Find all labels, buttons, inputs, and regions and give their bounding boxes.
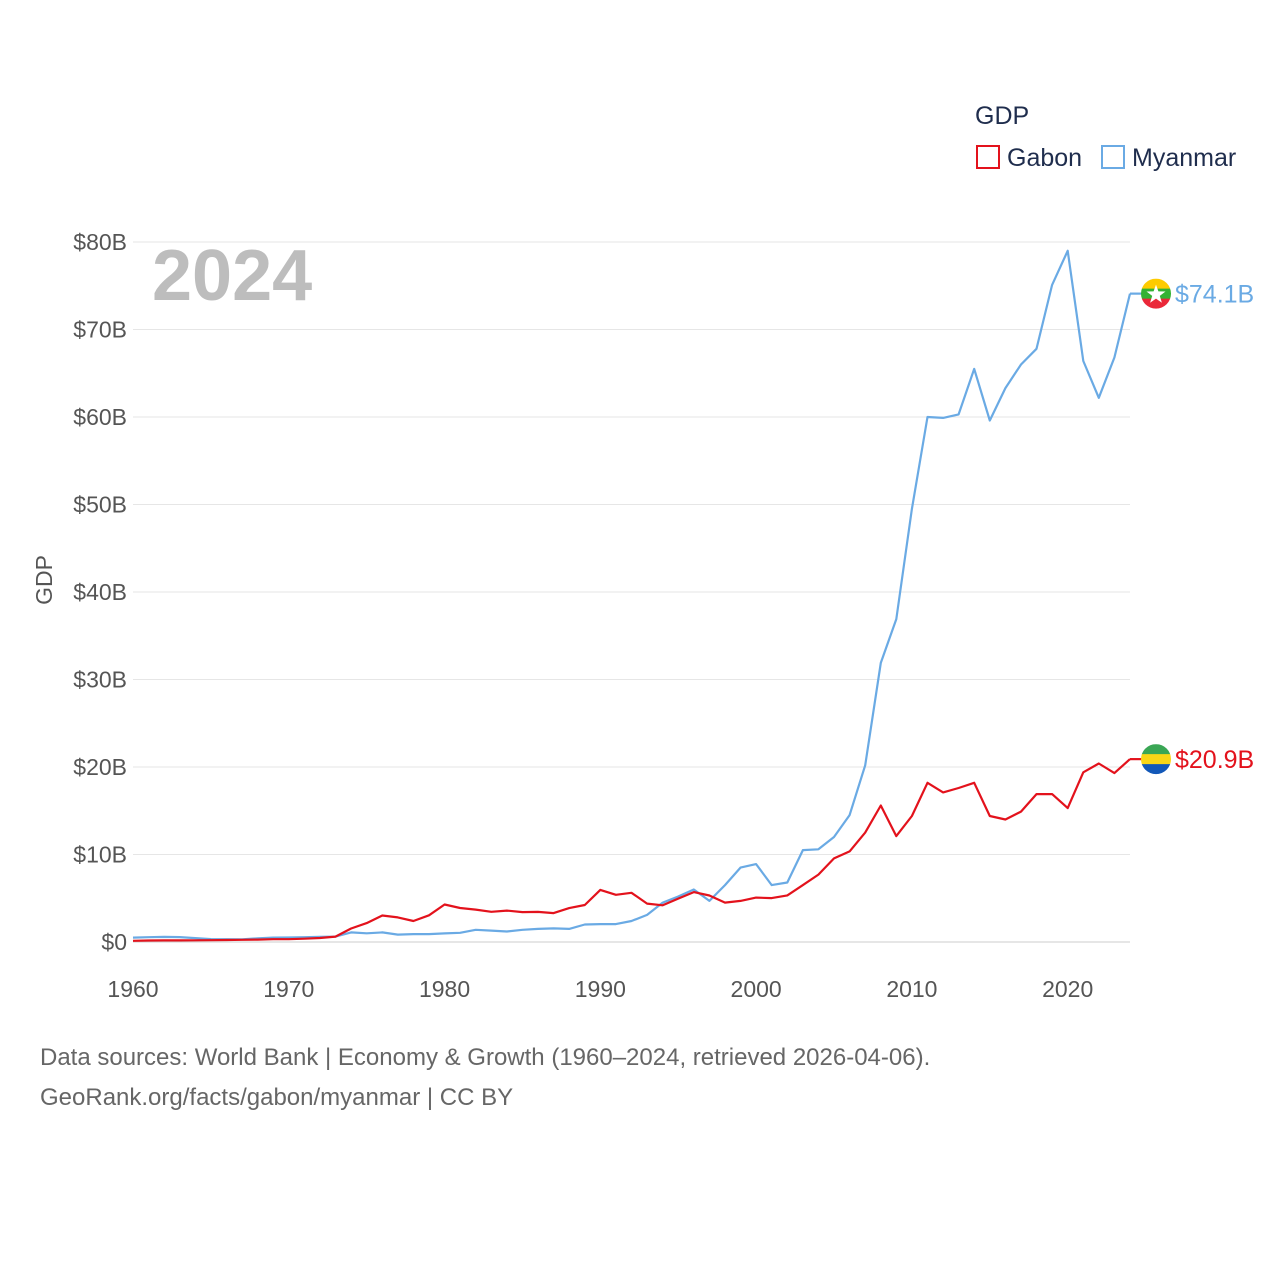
y-tick-label: $50B: [73, 492, 127, 518]
series-end-labels: $20.9B $74.1B: [1130, 278, 1254, 775]
x-axis-tick-labels: 1960 1970 1980 1990 2000 2010 2020: [107, 976, 1093, 1002]
x-tick-label: 2000: [731, 976, 782, 1002]
x-tick-label: 1980: [419, 976, 470, 1002]
y-tick-label: $40B: [73, 579, 127, 605]
legend-label-myanmar[interactable]: Myanmar: [1132, 144, 1236, 172]
y-axis-tick-labels: $0 $10B $20B $30B $40B $50B $60B $70B $80B: [73, 229, 127, 955]
x-tick-label: 2020: [1042, 976, 1093, 1002]
end-value-label-myanmar: $74.1B: [1175, 281, 1254, 309]
legend-label-gabon[interactable]: Gabon: [1007, 144, 1082, 172]
y-tick-label: $30B: [73, 667, 127, 693]
x-tick-label: 1990: [575, 976, 626, 1002]
myanmar-flag-icon: [1141, 278, 1171, 309]
y-tick-label: $20B: [73, 754, 127, 780]
legend-title: GDP: [975, 102, 1029, 130]
x-tick-label: 1960: [107, 976, 158, 1002]
y-tick-label: $70B: [73, 317, 127, 343]
legend-swatch-myanmar[interactable]: [1101, 145, 1125, 169]
y-tick-label: $0: [101, 929, 127, 955]
year-label: 2024: [152, 236, 312, 316]
series-line-myanmar[interactable]: [132, 249, 1132, 941]
legend-swatch-gabon[interactable]: [976, 145, 1000, 169]
end-value-label-gabon: $20.9B: [1175, 746, 1254, 774]
source-line-1: Data sources: World Bank | Economy & Gro…: [40, 1044, 931, 1071]
series-lines: [132, 249, 1132, 942]
y-tick-label: $80B: [73, 229, 127, 255]
source-line-2: GeoRank.org/facts/gabon/myanmar | CC BY: [40, 1084, 514, 1111]
y-tick-label: $60B: [73, 404, 127, 430]
x-tick-label: 2010: [886, 976, 937, 1002]
gridlines: [133, 241, 1130, 943]
legend: GDP Gabon Myanmar: [975, 102, 1236, 172]
x-tick-label: 1970: [263, 976, 314, 1002]
y-axis-label: GDP: [31, 555, 57, 605]
gabon-flag-icon: [1141, 744, 1171, 775]
series-line-gabon[interactable]: [132, 758, 1131, 942]
y-tick-label: $10B: [73, 842, 127, 868]
